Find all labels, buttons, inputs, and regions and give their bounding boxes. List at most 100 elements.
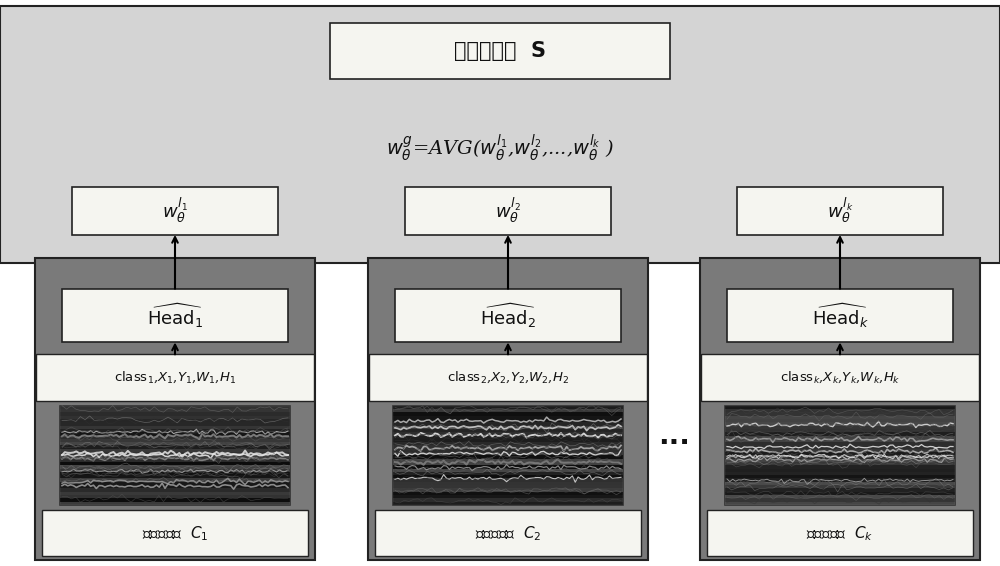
Text: 本地客户端  $C_2$: 本地客户端 $C_2$ xyxy=(475,524,541,543)
Bar xyxy=(60,478,290,482)
FancyBboxPatch shape xyxy=(62,289,288,342)
Bar xyxy=(60,455,290,458)
Bar xyxy=(393,458,623,462)
Bar xyxy=(725,429,955,432)
Bar xyxy=(393,436,623,439)
Bar xyxy=(725,465,955,469)
Bar xyxy=(393,442,623,445)
Text: $\mathrm{class}_2$,$X_2$,$Y_2$,$W_2$,$H_2$: $\mathrm{class}_2$,$X_2$,$Y_2$,$W_2$,$H_… xyxy=(447,370,569,385)
Bar xyxy=(725,449,955,452)
FancyBboxPatch shape xyxy=(727,289,953,342)
Text: $\mathrm{class}_k$,$X_k$,$Y_k$,$W_k$,$H_k$: $\mathrm{class}_k$,$X_k$,$Y_k$,$W_k$,$H_… xyxy=(780,370,900,385)
Bar xyxy=(393,501,623,505)
Bar xyxy=(60,488,290,492)
Bar xyxy=(60,415,290,419)
Bar xyxy=(60,409,290,413)
Bar xyxy=(60,419,290,422)
Bar xyxy=(60,475,290,478)
Bar xyxy=(393,413,623,415)
Bar xyxy=(60,472,290,475)
Bar xyxy=(393,406,623,505)
Bar xyxy=(700,258,980,560)
Bar xyxy=(725,478,955,482)
Bar xyxy=(368,258,648,560)
Bar xyxy=(60,452,290,455)
Bar xyxy=(725,475,955,478)
Bar xyxy=(393,449,623,452)
Bar xyxy=(393,439,623,442)
Bar xyxy=(60,458,290,462)
Bar xyxy=(60,485,290,488)
Bar xyxy=(60,422,290,426)
Bar xyxy=(725,495,955,498)
FancyBboxPatch shape xyxy=(36,354,314,401)
Bar xyxy=(393,495,623,498)
FancyBboxPatch shape xyxy=(701,354,979,401)
FancyBboxPatch shape xyxy=(330,23,670,79)
Bar xyxy=(393,409,623,413)
Text: $w^{l_k}_{\theta}$: $w^{l_k}_{\theta}$ xyxy=(827,196,853,225)
Bar xyxy=(60,406,290,409)
Text: 全局服务器  S: 全局服务器 S xyxy=(454,41,546,61)
Bar xyxy=(393,455,623,458)
Bar xyxy=(60,426,290,429)
Bar xyxy=(60,442,290,445)
Bar xyxy=(725,413,955,415)
Bar xyxy=(725,419,955,422)
Bar xyxy=(725,406,955,505)
Bar xyxy=(60,495,290,498)
Text: $\widehat{\mathrm{Head}}_1$: $\widehat{\mathrm{Head}}_1$ xyxy=(147,302,203,329)
Bar xyxy=(60,465,290,469)
Bar xyxy=(393,475,623,478)
Bar xyxy=(60,439,290,442)
Text: $\widehat{\mathrm{Head}}_k$: $\widehat{\mathrm{Head}}_k$ xyxy=(812,302,868,329)
Bar xyxy=(60,498,290,501)
Bar xyxy=(393,422,623,426)
Bar xyxy=(60,413,290,415)
FancyBboxPatch shape xyxy=(72,187,278,235)
Bar xyxy=(725,436,955,439)
Bar xyxy=(393,415,623,419)
Bar xyxy=(725,439,955,442)
Text: 本地客户端  $C_k$: 本地客户端 $C_k$ xyxy=(806,524,874,543)
FancyBboxPatch shape xyxy=(405,187,611,235)
Text: $\mathrm{class}_1$,$X_1$,$Y_1$,$W_1$,$H_1$: $\mathrm{class}_1$,$X_1$,$Y_1$,$W_1$,$H_… xyxy=(114,370,236,385)
Bar xyxy=(725,485,955,488)
FancyBboxPatch shape xyxy=(707,510,973,556)
Text: $\widehat{\mathrm{Head}}_2$: $\widehat{\mathrm{Head}}_2$ xyxy=(480,302,536,329)
Bar xyxy=(725,482,955,485)
Bar xyxy=(725,501,955,505)
Bar xyxy=(60,462,290,465)
Bar xyxy=(60,482,290,485)
Bar xyxy=(393,426,623,429)
Bar xyxy=(725,452,955,455)
Bar xyxy=(393,432,623,436)
Bar xyxy=(393,419,623,422)
Bar xyxy=(393,472,623,475)
Bar xyxy=(60,469,290,472)
FancyBboxPatch shape xyxy=(369,354,647,401)
Bar xyxy=(725,445,955,449)
Bar xyxy=(393,445,623,449)
Bar xyxy=(393,429,623,432)
Bar xyxy=(725,422,955,426)
Bar xyxy=(393,406,623,409)
Bar xyxy=(393,482,623,485)
Bar xyxy=(393,462,623,465)
Bar xyxy=(393,452,623,455)
Bar xyxy=(60,492,290,495)
Bar xyxy=(60,436,290,439)
Text: ...: ... xyxy=(658,422,690,450)
Text: $w^{g}_{\theta}$=AVG($w^{l_1}_{\theta}$,$w^{l_2}_{\theta}$,...,$w^{l_k}_{\theta}: $w^{g}_{\theta}$=AVG($w^{l_1}_{\theta}$,… xyxy=(386,132,614,162)
Bar xyxy=(725,426,955,429)
Bar xyxy=(0,6,1000,263)
Bar xyxy=(60,445,290,449)
Bar xyxy=(725,488,955,492)
FancyBboxPatch shape xyxy=(395,289,621,342)
Bar xyxy=(393,478,623,482)
Bar xyxy=(393,488,623,492)
Text: $w^{l_1}_{\theta}$: $w^{l_1}_{\theta}$ xyxy=(162,196,188,225)
Bar xyxy=(393,465,623,469)
Bar xyxy=(725,409,955,413)
Bar xyxy=(725,462,955,465)
